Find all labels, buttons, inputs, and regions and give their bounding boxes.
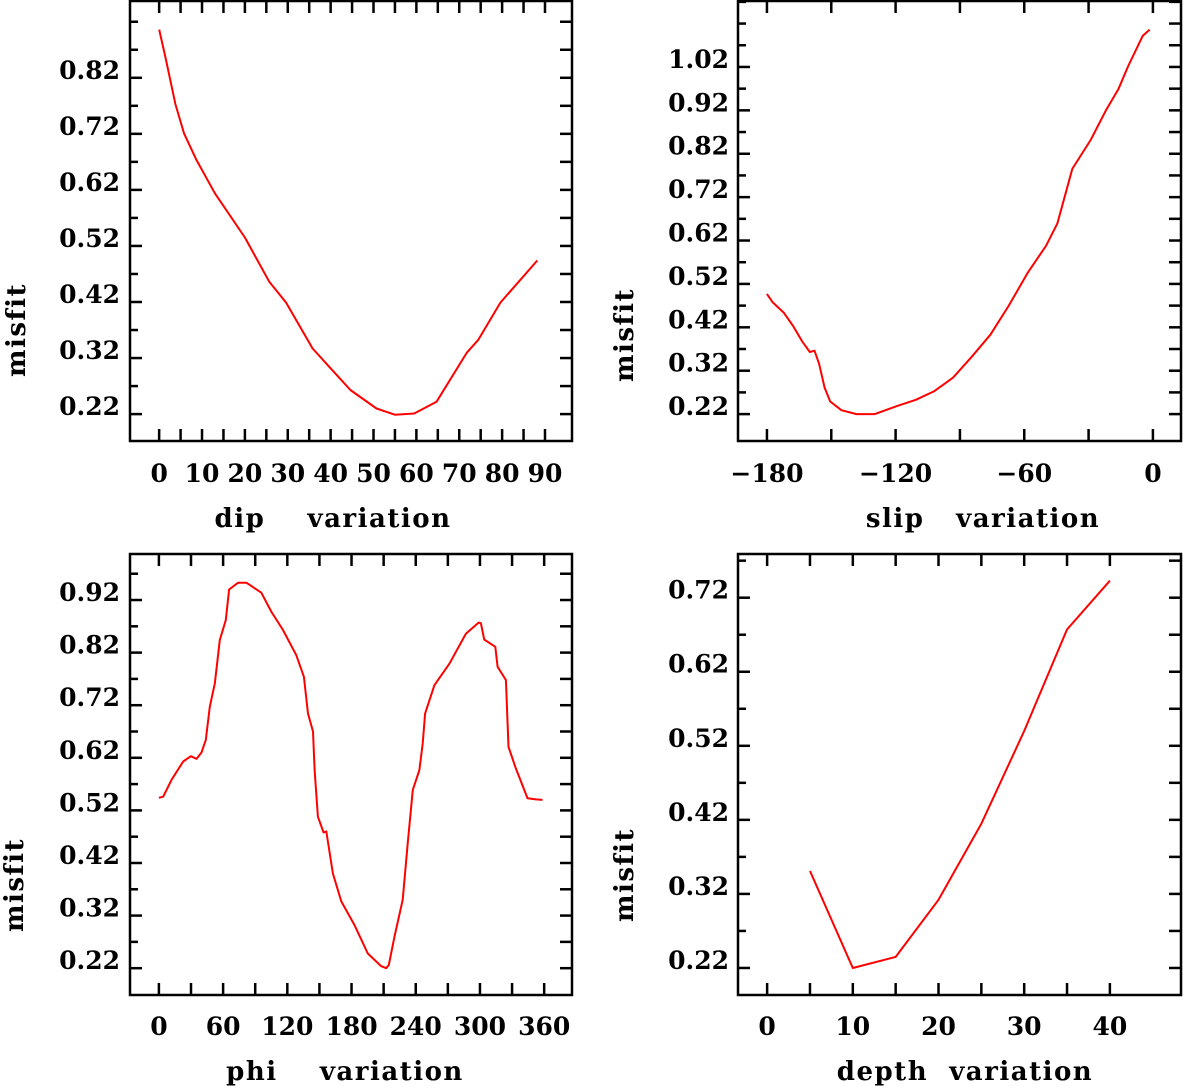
dip-x-tick-label: 80 [485, 459, 520, 488]
slip-y-tick-label: 0.52 [668, 262, 729, 291]
dip-x-tick-label: 30 [270, 459, 305, 488]
slip-y-tick-label: 0.92 [668, 88, 729, 117]
phi-x-tick-label: 120 [261, 1012, 313, 1041]
dip-frame [128, 0, 574, 443]
slip-y-tick-label: 0.82 [668, 132, 729, 161]
phi-x-tick-label: 180 [325, 1012, 377, 1041]
dip-y-axis-title: misfit [2, 283, 32, 377]
phi-x-tick-label: 60 [206, 1012, 241, 1041]
depth-y-tick-label: 0.22 [668, 946, 729, 975]
dip-panel: 0 10 20 30 40 50 60 70 80 90 0.22 0.32 0.42 0.52 0.62 0… [2, 0, 574, 534]
phi-y-tick-label: 0.82 [59, 631, 120, 660]
phi-y-axis-title: misfit [0, 838, 30, 932]
phi-y-tick-label: 0.22 [59, 946, 120, 975]
dip-x-tick-label: 10 [185, 459, 220, 488]
phi-y-tick-label: 0.32 [59, 894, 120, 923]
depth-y-axis-title: misfit [610, 828, 640, 922]
depth-y-tick-label: 0.32 [668, 872, 729, 901]
dip-y-tick-label: 0.52 [59, 224, 120, 253]
dip-y-tick-label: 0.42 [59, 280, 120, 309]
dip-x-tick-label: 50 [356, 459, 391, 488]
phi-x-tick-label: 240 [390, 1012, 442, 1041]
depth-x-tick-label: 10 [835, 1012, 870, 1041]
phi-x-tick-label: 360 [518, 1012, 570, 1041]
dip-x-tick-label: 0 [150, 459, 167, 488]
depth-x-tick-label: 30 [1007, 1012, 1042, 1041]
depth-x-tick-label: 0 [758, 1012, 775, 1041]
dip-x-tick-label: 20 [227, 459, 262, 488]
depth-x-tick-label: 40 [1092, 1012, 1127, 1041]
depth-y-tick-label: 0.72 [668, 576, 729, 605]
phi-y-tick-label: 0.72 [59, 683, 120, 712]
slip-x-tick-label: 0 [1144, 459, 1161, 488]
slip-misfit-line [766, 28, 1151, 416]
depth-frame [736, 552, 1183, 997]
slip-y-tick-label: 1.02 [668, 45, 729, 74]
phi-x-tick-label: 300 [454, 1012, 506, 1041]
dip-y-tick-label: 0.72 [59, 112, 120, 141]
dip-x-tick-label: 90 [528, 459, 563, 488]
phi-panel: 0 60 120 180 240 300 360 0.22 0.32 0.42 0.52 0.62 0.… [0, 552, 574, 1086]
slip-y-axis-title: misfit [610, 288, 640, 382]
slip-frame [736, 0, 1183, 443]
slip-y-tick-label: 0.42 [668, 305, 729, 334]
dip-x-axis-title: dip variation [215, 504, 452, 534]
phi-y-tick-label: 0.92 [59, 578, 120, 607]
dip-y-tick-label: 0.62 [59, 168, 120, 197]
slip-y-tick-label: 0.62 [668, 219, 729, 248]
dip-x-tick-label: 70 [442, 459, 477, 488]
depth-y-tick-label: 0.62 [668, 650, 729, 679]
dip-y-tick-label: 0.22 [59, 392, 120, 421]
slip-x-tick-label: −180 [730, 459, 803, 488]
depth-x-axis-title: depth variation [837, 1057, 1093, 1086]
depth-misfit-line [809, 580, 1111, 969]
slip-y-tick-label: 0.72 [668, 175, 729, 204]
depth-y-tick-label: 0.52 [668, 724, 729, 753]
phi-y-tick-label: 0.52 [59, 788, 120, 817]
dip-y-tick-label: 0.32 [59, 336, 120, 365]
slip-y-tick-label: 0.32 [668, 349, 729, 378]
depth-y-tick-label: 0.42 [668, 798, 729, 827]
phi-misfit-line [158, 581, 543, 970]
slip-x-tick-label: −60 [996, 459, 1052, 488]
phi-y-tick-label: 0.42 [59, 841, 120, 870]
slip-panel: −180 −120 −60 0 0.22 0.32 0.42 0.52 0.62 0.72 0.82… [610, 0, 1183, 534]
dip-misfit-line [158, 29, 539, 416]
slip-y-tick-label: 0.22 [668, 392, 729, 421]
phi-frame [128, 552, 574, 997]
dip-y-tick-label: 0.82 [59, 56, 120, 85]
phi-y-tick-label: 0.62 [59, 736, 120, 765]
depth-x-tick-label: 20 [921, 1012, 956, 1041]
slip-x-axis-title: slip variation [866, 504, 1100, 534]
phi-x-tick-label: 0 [150, 1012, 167, 1041]
phi-x-axis-title: phi variation [226, 1057, 464, 1086]
dip-x-tick-label: 40 [313, 459, 348, 488]
slip-x-tick-label: −120 [859, 459, 932, 488]
dip-x-tick-label: 60 [399, 459, 434, 488]
depth-panel: 0 10 20 30 40 0.22 0.32 0.42 0.52 0.62 0.72 depth v… [610, 552, 1183, 1086]
